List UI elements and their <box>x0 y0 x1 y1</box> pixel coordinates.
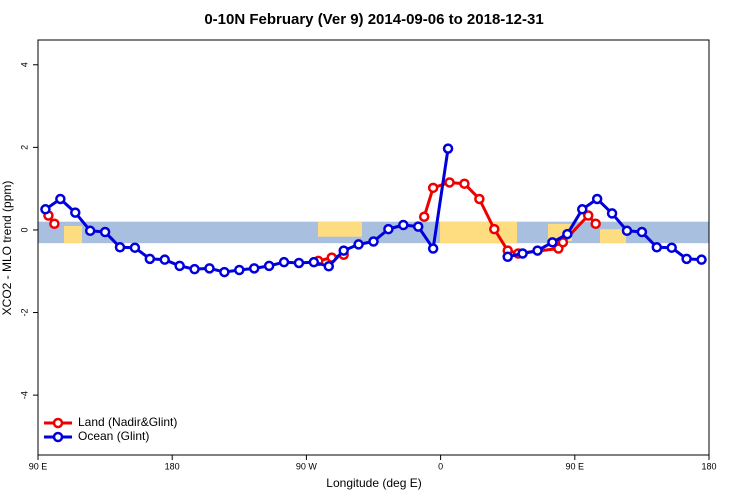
data-point <box>338 245 349 256</box>
land-patch <box>64 225 82 244</box>
data-point <box>234 264 245 276</box>
data-point <box>263 260 275 272</box>
chart-title: 0-10N February (Ver 9) 2014-09-06 to 201… <box>204 11 543 28</box>
data-point <box>427 243 439 254</box>
x-tick-label: 90 W <box>296 461 318 471</box>
x-tick-label: 0 <box>438 461 443 471</box>
data-point <box>353 239 364 250</box>
data-point <box>590 218 601 230</box>
data-point <box>427 182 439 194</box>
data-point <box>459 178 470 189</box>
data-point <box>577 204 588 215</box>
x-tick-label: 90 E <box>29 461 48 471</box>
data-point <box>55 193 66 205</box>
data-point <box>489 223 500 235</box>
data-point <box>308 256 320 268</box>
data-point <box>666 242 677 253</box>
data-point <box>293 257 305 269</box>
y-tick-label: 0 <box>19 227 29 232</box>
data-point <box>502 251 513 263</box>
map-band <box>38 221 709 244</box>
data-point <box>547 237 558 248</box>
data-point <box>383 223 394 235</box>
y-tick-label: -2 <box>19 309 29 317</box>
data-point <box>696 254 707 265</box>
data-point <box>248 263 260 274</box>
land-patch <box>440 221 517 244</box>
data-point <box>621 225 633 237</box>
plot-frame <box>37 39 710 456</box>
data-point <box>651 242 663 253</box>
land-patch <box>600 229 626 244</box>
data-point <box>398 219 409 231</box>
data-point <box>99 226 111 238</box>
data-point <box>418 211 430 222</box>
legend-text: Ocean (Glint) <box>78 429 149 443</box>
y-tick-label: 4 <box>19 62 29 67</box>
data-point <box>582 210 594 221</box>
data-point <box>204 263 215 274</box>
y-tick-label: 2 <box>19 145 29 150</box>
data-point <box>49 218 60 230</box>
x-tick-label: 180 <box>165 461 180 471</box>
data-point <box>412 221 424 232</box>
data-point <box>591 193 603 205</box>
x-axis-label: Longitude (deg E) <box>326 476 421 490</box>
data-point <box>219 266 230 278</box>
legend-marker <box>52 431 64 443</box>
data-point <box>70 207 81 218</box>
data-point <box>474 193 485 205</box>
y-tick-label: -4 <box>19 391 29 399</box>
data-point <box>114 242 126 253</box>
data-point <box>557 237 569 248</box>
data-point <box>323 261 335 272</box>
data-point <box>444 177 455 188</box>
series-line <box>44 148 702 274</box>
data-point <box>681 253 692 265</box>
data-point <box>636 226 648 238</box>
data-point <box>517 248 528 259</box>
data-point <box>159 254 170 265</box>
data-point <box>442 143 454 154</box>
plot <box>40 143 707 278</box>
data-point <box>606 208 618 219</box>
data-point <box>174 260 185 272</box>
data-point <box>562 228 573 240</box>
data-point <box>40 204 51 215</box>
x-tick-label: 90 E <box>566 461 585 471</box>
legend-marker <box>52 417 64 429</box>
legend-text: Land (Nadir&Glint) <box>78 415 177 429</box>
data-point <box>532 245 543 256</box>
data-point <box>144 253 156 265</box>
data-point <box>278 256 290 268</box>
data-point <box>368 236 379 247</box>
data-point <box>129 242 141 253</box>
x-tick-label: 180 <box>701 461 716 471</box>
ocean-band <box>38 221 709 244</box>
data-point <box>189 263 200 275</box>
land-patch <box>318 221 362 237</box>
data-point <box>84 225 96 237</box>
y-axis-label: XCO2 - MLO trend (ppm) <box>0 181 14 316</box>
